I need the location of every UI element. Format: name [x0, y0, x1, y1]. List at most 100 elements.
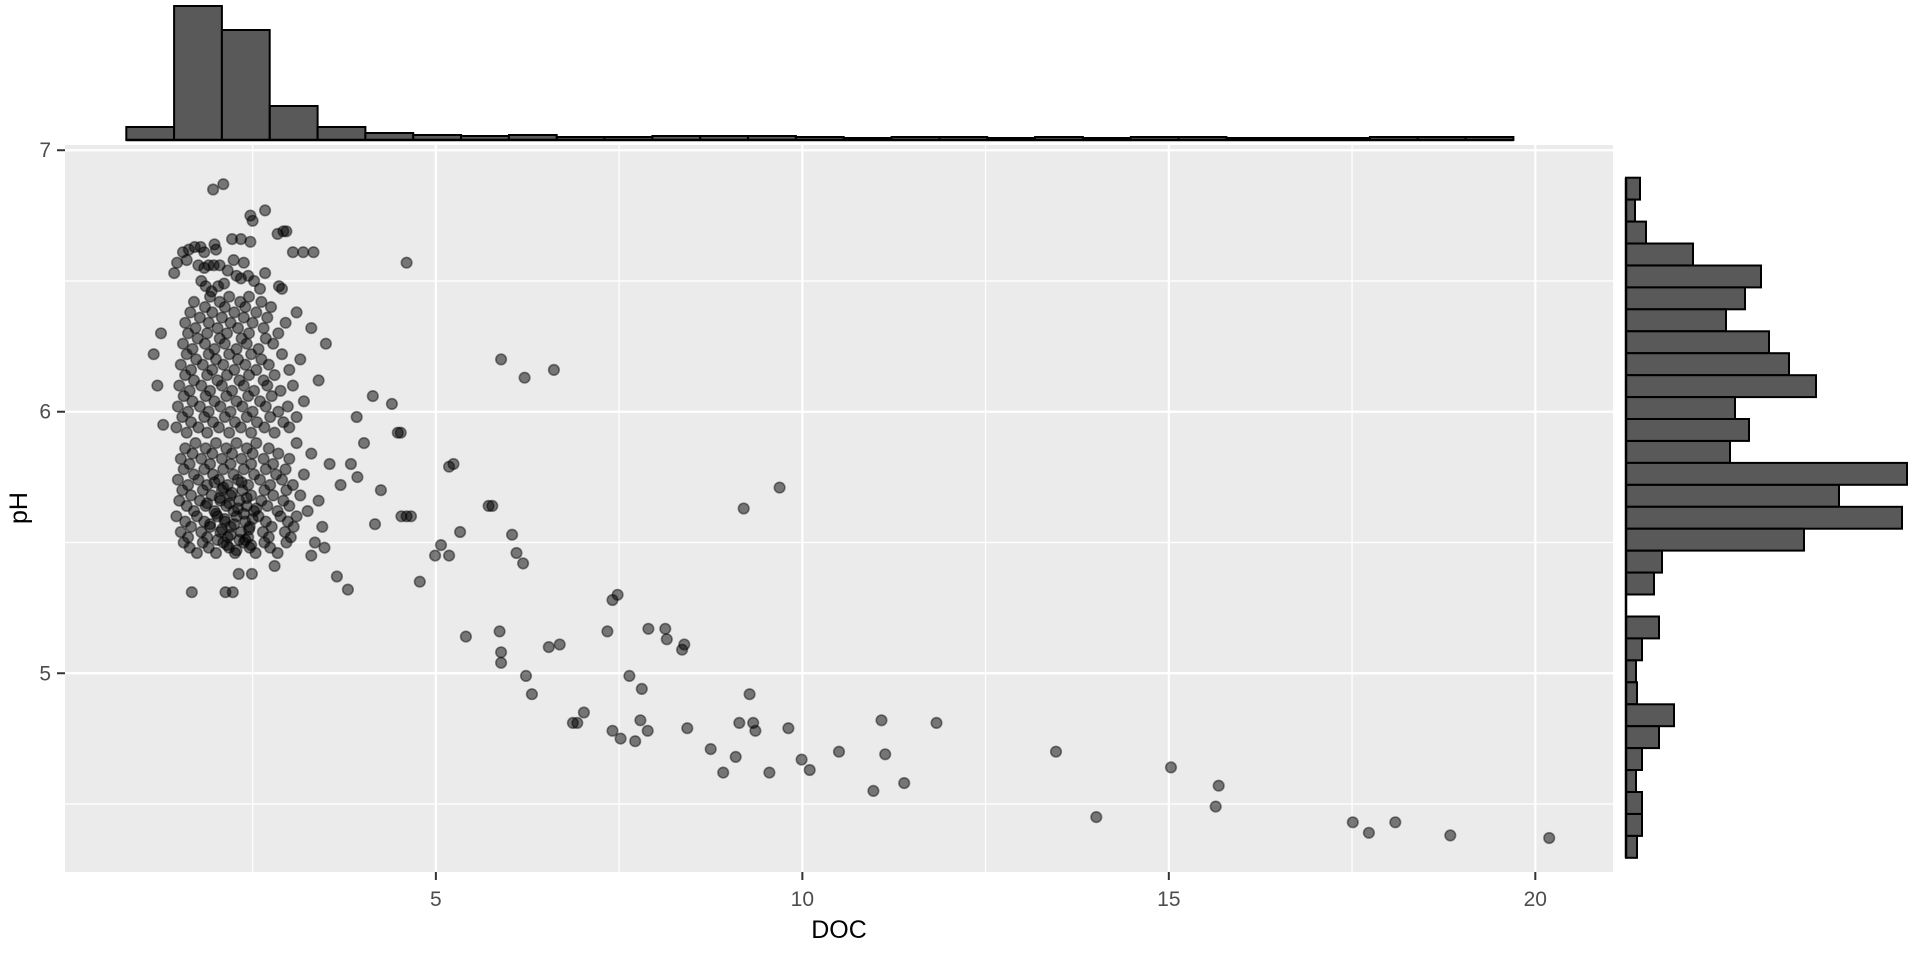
- scatter-point: [174, 525, 187, 539]
- scatter-point: [1389, 816, 1402, 829]
- scatter-point: [209, 353, 223, 366]
- scatter-point: [208, 476, 221, 489]
- scatter-point: [198, 410, 211, 424]
- scatter-point: [239, 358, 252, 371]
- scatter-point: [218, 301, 231, 314]
- scatter-point: [290, 510, 303, 523]
- scatter-point: [623, 669, 636, 683]
- right-hist-bar: [1625, 264, 1762, 289]
- scatter-point: [173, 494, 186, 507]
- scatter-point: [257, 452, 270, 465]
- scatter-point: [255, 353, 268, 366]
- scatter-point: [218, 337, 231, 350]
- scatter-point: [240, 491, 253, 505]
- scatter-point: [518, 371, 531, 384]
- right-hist-bar: [1625, 703, 1675, 728]
- scatter-point: [237, 379, 250, 392]
- scatter-point: [283, 363, 296, 377]
- scatter-point: [168, 267, 181, 280]
- scatter-point: [189, 322, 202, 335]
- right-hist-bar: [1625, 505, 1903, 530]
- scatter-point: [400, 256, 413, 269]
- right-hist-bar: [1625, 747, 1643, 771]
- scatter-point: [177, 390, 190, 403]
- scatter-point: [223, 290, 236, 303]
- scatter-point: [242, 327, 256, 340]
- scatter-point: [290, 306, 303, 319]
- scatter-point: [272, 327, 285, 340]
- scatter-point: [253, 473, 267, 486]
- scatter-point: [659, 622, 672, 635]
- scatter-point: [749, 724, 762, 737]
- scatter-point: [202, 316, 215, 329]
- scatter-point: [245, 538, 258, 552]
- scatter-point: [330, 570, 344, 583]
- scatter-point: [305, 447, 318, 460]
- scatter-point: [223, 497, 236, 510]
- scatter-point: [629, 735, 642, 748]
- scatter-point: [268, 426, 281, 439]
- axis-ticks: [57, 149, 1537, 880]
- scatter-point: [350, 410, 363, 424]
- scatter-point: [173, 379, 186, 392]
- scatter-point: [660, 633, 673, 646]
- scatter-point: [1049, 745, 1063, 758]
- scatter-point: [151, 379, 164, 392]
- scatter-point: [413, 575, 426, 588]
- scatter-point: [795, 753, 808, 766]
- scatter-point: [209, 437, 223, 450]
- scatter-point: [307, 246, 320, 259]
- scatter-point: [179, 316, 192, 329]
- scatter-point: [286, 379, 300, 392]
- scatter-point: [231, 322, 245, 335]
- right-hist-bar: [1625, 461, 1908, 486]
- scatter-point: [290, 410, 303, 424]
- scatter-point: [207, 183, 220, 196]
- scatter-point: [201, 426, 214, 439]
- scatter-point: [227, 254, 240, 267]
- right-hist-bar: [1625, 615, 1660, 640]
- scatter-point: [224, 316, 237, 329]
- scatter-point: [209, 243, 223, 256]
- scatter-point: [246, 512, 259, 526]
- scatter-point: [196, 484, 209, 497]
- scatter-point: [237, 256, 250, 269]
- scatter-point: [250, 416, 264, 429]
- scatter-point: [368, 518, 382, 531]
- scatter-point: [930, 716, 943, 730]
- scatter-point: [215, 311, 228, 324]
- x-axis-title: DOC: [811, 916, 867, 944]
- scatter-point: [1164, 761, 1178, 774]
- x-tick-label: 20: [1524, 888, 1547, 911]
- scatter-point: [206, 447, 219, 460]
- scatter-point: [308, 536, 322, 549]
- scatter-point: [176, 410, 189, 424]
- scatter-point: [226, 486, 239, 499]
- right-hist-bar: [1625, 330, 1770, 355]
- scatter-point: [176, 337, 190, 350]
- scatter-point: [204, 290, 217, 303]
- right-hist-bar: [1625, 725, 1660, 750]
- scatter-point: [459, 630, 473, 643]
- right-hist-bar: [1625, 374, 1817, 399]
- scatter-point: [198, 301, 212, 314]
- scatter-point: [782, 722, 795, 735]
- right-hist-bar: [1625, 659, 1637, 684]
- scatter-point: [495, 656, 508, 669]
- top-hist-bar: [268, 105, 319, 141]
- scatter-point: [493, 625, 506, 638]
- scatter-point: [198, 337, 212, 350]
- scatter-point: [215, 523, 228, 536]
- scatter-point: [212, 421, 225, 434]
- right-hist-bar: [1625, 483, 1840, 508]
- y-tick-label: 6: [39, 401, 51, 424]
- scatter-point: [264, 301, 278, 314]
- scatter-point: [385, 397, 399, 411]
- scatter-point: [242, 390, 255, 403]
- scatter-point: [267, 489, 280, 502]
- scatter-point: [283, 421, 296, 434]
- scatter-point: [606, 593, 619, 607]
- scatter-point: [182, 327, 195, 340]
- scatter-point: [184, 306, 197, 319]
- scatter-point: [245, 567, 258, 581]
